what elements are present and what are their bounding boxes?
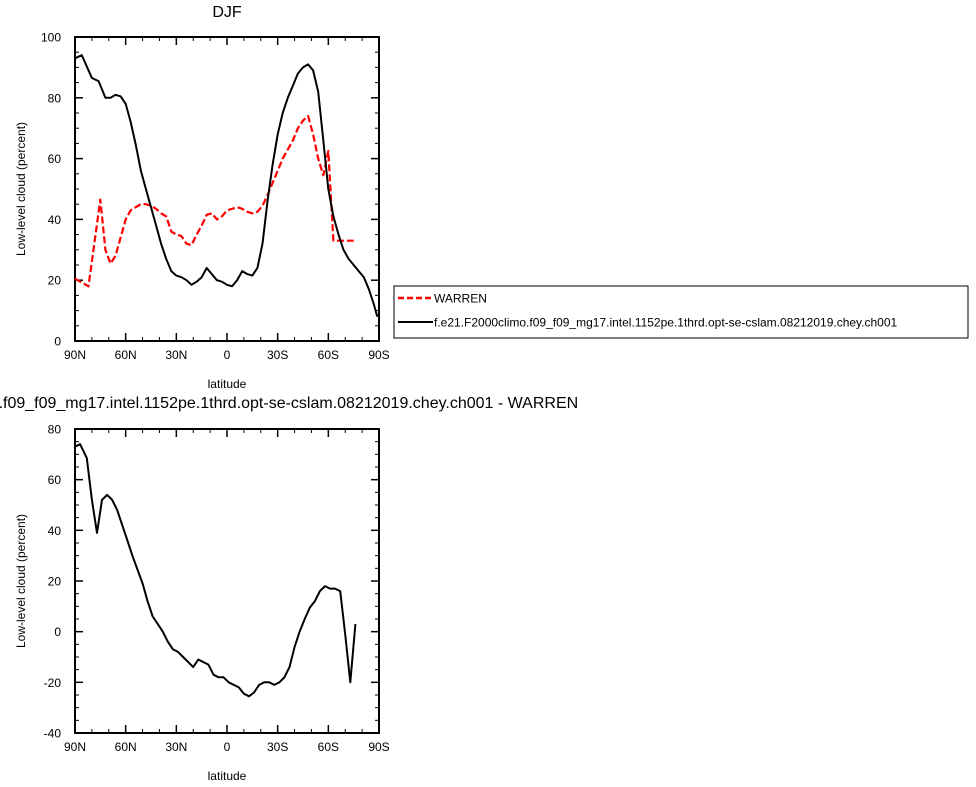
x-tick-label: 60S (318, 740, 339, 754)
plot-lines (74, 54, 379, 317)
x-tick-label: 90N (64, 740, 86, 754)
y-tick-label: 100 (41, 31, 61, 45)
x-tick-label: 30S (267, 740, 288, 754)
x-tick-label: 30S (267, 348, 288, 362)
y-tick-label: 0 (54, 625, 61, 639)
x-axis-label: latitude (208, 769, 247, 783)
y-tick-label: -20 (44, 676, 62, 690)
djf-low-cloud-chart: DJF Low-level cloud (percent) latitude 9… (14, 4, 390, 391)
legend-label-warren: WARREN (434, 292, 487, 306)
y-tick-label: 80 (48, 423, 62, 437)
y-tick-label: 60 (48, 473, 62, 487)
x-tick-label: 30N (165, 740, 187, 754)
chart-title: DJF (212, 4, 242, 21)
x-tick-label: 90N (64, 348, 86, 362)
y-tick-label: -40 (44, 727, 62, 741)
legend-box (393, 285, 969, 339)
plot-axes: 90N 60N 30N 0 30S 60S 90S -40 -20 0 20 40 60 80 (44, 423, 390, 755)
y-tick-label: 0 (54, 335, 61, 349)
series-line-0 (74, 443, 357, 698)
series-line-1 (74, 54, 379, 317)
x-axis-label: latitude (208, 377, 247, 391)
y-tick-label: 20 (48, 575, 62, 589)
legend: WARREN f.e21.F2000climo.f09_f09_mg17.int… (393, 285, 969, 339)
x-tick-label: 0 (224, 740, 231, 754)
x-tick-label: 60N (115, 348, 137, 362)
chart-title: f.e21.F2000climo.f09_f09_mg17.intel.1152… (0, 395, 578, 412)
x-tick-label: 90S (368, 740, 389, 754)
x-tick-label: 90S (368, 348, 389, 362)
y-tick-label: 40 (48, 213, 62, 227)
x-tick-label: 60S (318, 348, 339, 362)
series-line-0 (74, 114, 354, 288)
y-axis-label: Low-level cloud (percent) (14, 514, 28, 648)
y-tick-label: 20 (48, 274, 62, 288)
x-tick-label: 0 (224, 348, 231, 362)
y-tick-label: 80 (48, 91, 62, 105)
legend-label-model: f.e21.F2000climo.f09_f09_mg17.intel.1152… (434, 316, 898, 330)
x-tick-label: 30N (165, 348, 187, 362)
plot-axes: 90N 60N 30N 0 30S 60S 90S 0 20 40 60 80 100 (41, 31, 390, 363)
plot-frame (74, 428, 380, 734)
difference-chart: f.e21.F2000climo.f09_f09_mg17.intel.1152… (0, 395, 578, 783)
plot-lines (74, 443, 357, 698)
x-tick-label: 60N (115, 740, 137, 754)
y-tick-label: 40 (48, 524, 62, 538)
y-axis-label: Low-level cloud (percent) (14, 122, 28, 256)
plot-frame (74, 36, 380, 342)
y-tick-label: 60 (48, 152, 62, 166)
